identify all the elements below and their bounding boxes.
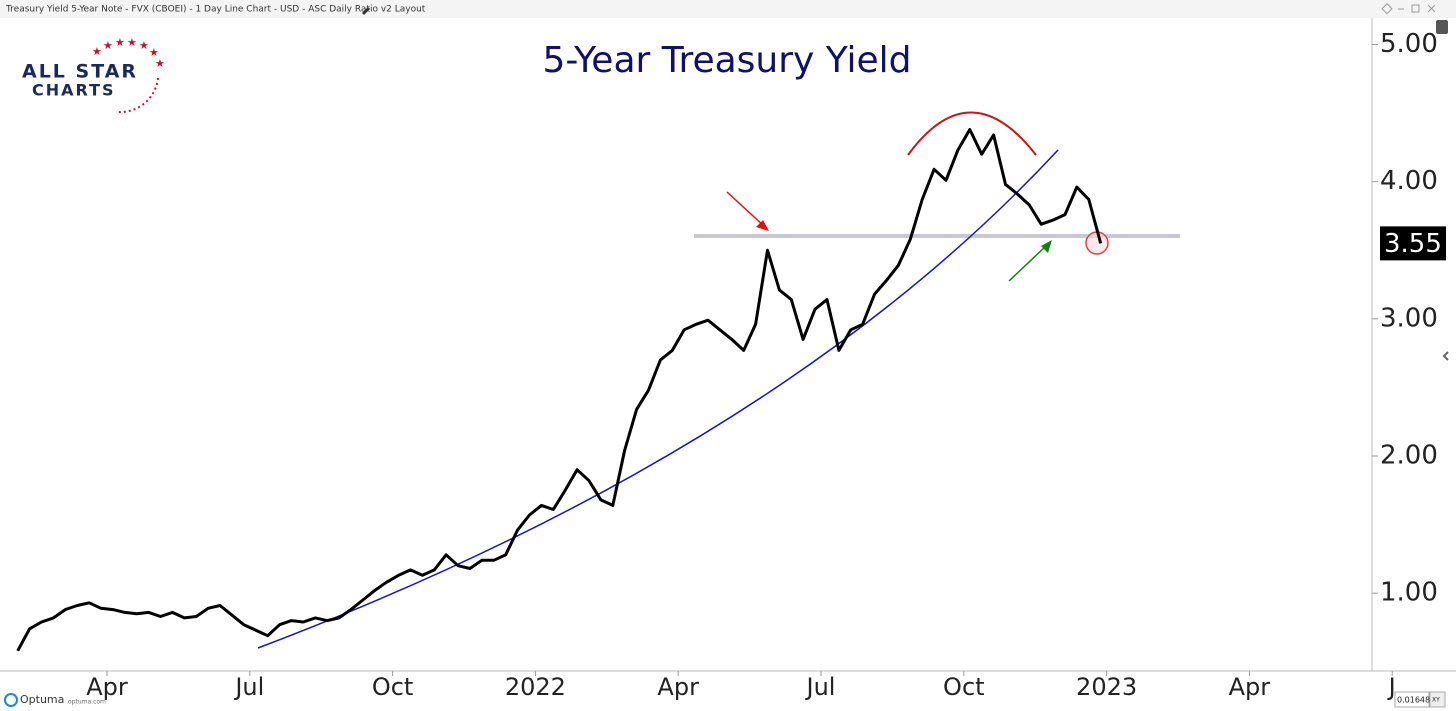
info-title: Treasury Yield 5-Year Note - FVX (CBOEI)…: [5, 5, 426, 15]
green-arrow: [1008, 240, 1052, 282]
y-tick-label: 1.00: [1380, 578, 1438, 608]
svg-text:★: ★: [92, 45, 102, 58]
y-tick-label: 5.00: [1380, 29, 1438, 59]
footer: [0, 691, 1456, 711]
y-tick-label: 2.00: [1380, 441, 1438, 471]
x-tick-label: Apr: [657, 673, 699, 701]
logo: ★ ★ ★ ★ ★★★ ALL STAR CHARTS: [22, 36, 165, 114]
last-value-label: 3.55: [1384, 229, 1442, 259]
x-tick-label: 2022: [505, 673, 566, 701]
yield-line: [16, 128, 1103, 652]
readout-box: [1394, 691, 1430, 708]
x-tick-label: Oct: [372, 673, 414, 701]
logo-text: CHARTS: [32, 81, 116, 100]
x-tick-label: J: [1387, 673, 1396, 701]
lock-icon[interactable]: [1436, 20, 1448, 34]
last-value-box: [1380, 226, 1446, 261]
diamond-icon[interactable]: [1381, 3, 1393, 15]
top-arc: [907, 111, 1037, 156]
close-icon[interactable]: [1427, 4, 1436, 13]
brand-icon: [4, 693, 18, 707]
restore-icon[interactable]: [1411, 4, 1420, 13]
logo-text: ALL STAR: [22, 61, 138, 83]
edit-icon[interactable]: [362, 7, 370, 15]
y-tick-label: 3.00: [1380, 303, 1438, 333]
x-tick-label: Apr: [1229, 673, 1271, 701]
svg-text:★: ★: [139, 39, 149, 52]
chart-title: 5-Year Treasury Yield: [542, 40, 911, 81]
y-tick-label: 4.00: [1380, 166, 1438, 196]
x-tick-label: Jul: [805, 673, 836, 701]
brand: Optuma: [20, 693, 64, 706]
x-tick-label: Jul: [233, 673, 264, 701]
svg-text:★: ★: [115, 36, 125, 49]
mode-button[interactable]: [1429, 691, 1446, 708]
svg-text:★: ★: [155, 57, 165, 70]
logo-arc: [117, 77, 159, 114]
svg-text:★: ★: [103, 39, 113, 52]
brand-site: optuma.com: [68, 699, 106, 706]
panel-toggle[interactable]: [1442, 351, 1449, 361]
red-arrow: [726, 191, 769, 231]
readout: 0.0164810: [1397, 696, 1440, 705]
trend-curve: [257, 149, 1059, 649]
mode-label[interactable]: XY: [1432, 697, 1440, 704]
x-tick-label: Oct: [943, 673, 985, 701]
x-tick-label: Apr: [86, 673, 128, 701]
logo-stars: ★ ★ ★ ★ ★★★: [92, 36, 165, 70]
x-tick-label: 2023: [1076, 673, 1137, 701]
svg-text:★: ★: [127, 36, 137, 49]
svg-text:★: ★: [149, 46, 159, 59]
window-controls: [1381, 3, 1436, 15]
